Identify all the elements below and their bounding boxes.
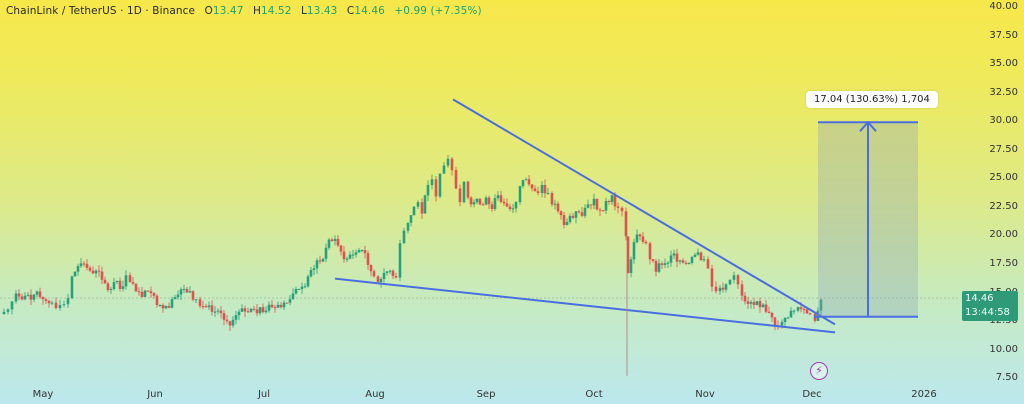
y-tick-label: 35.00	[989, 58, 1018, 70]
upper-wedge-line[interactable]	[452, 98, 836, 326]
symbol-legend[interactable]: ChainLink / TetherUS · 1D · Binance O13.…	[6, 5, 482, 17]
open-label: O	[204, 5, 213, 17]
high-label: H	[252, 5, 261, 17]
high-value: 14.52	[260, 5, 292, 17]
y-tick-label: 22.50	[989, 200, 1018, 212]
symbol-title: ChainLink / TetherUS · 1D · Binance	[6, 5, 196, 17]
low-value: 13.43	[306, 5, 338, 17]
y-tick-label: 25.00	[989, 172, 1018, 184]
x-tick-label: Dec	[802, 389, 822, 400]
y-tick-label: 37.50	[989, 29, 1018, 41]
bar-countdown: 13:44:58	[965, 307, 1010, 318]
y-tick-label: 32.50	[989, 86, 1018, 98]
y-tick-label: 20.00	[989, 229, 1018, 241]
arrow-up-icon	[859, 120, 877, 132]
x-tick-label: May	[32, 389, 54, 400]
drawings-layer[interactable]	[334, 98, 918, 376]
last-price-tag: 14.46 13:44:58	[962, 291, 1018, 321]
x-tick-label: Jul	[257, 389, 271, 400]
y-tick-label: 7.50	[995, 372, 1018, 384]
y-tick-label: 40.00	[989, 1, 1018, 12]
lower-wedge-line[interactable]	[334, 277, 836, 334]
last-price-value: 14.46	[965, 293, 994, 304]
y-tick-label: 17.50	[989, 257, 1018, 269]
y-tick-label: 27.50	[989, 143, 1018, 155]
lightning-event-icon[interactable]: ⚡	[810, 362, 828, 380]
x-tick-label: Jun	[147, 389, 163, 400]
candles-layer	[2, 155, 823, 332]
y-tick-label: 30.00	[989, 115, 1018, 127]
x-tick-label: Aug	[365, 389, 385, 400]
x-tick-label: Sep	[476, 389, 496, 400]
change-value: +0.99 (+7.35%)	[394, 5, 482, 17]
price-range-label: 17.04 (130.63%) 1,704	[806, 91, 938, 108]
y-tick-label: 10.00	[989, 343, 1018, 355]
low-label: L	[300, 5, 307, 17]
close-value: 14.46	[354, 5, 385, 17]
open-value: 13.47	[212, 5, 244, 17]
x-tick-label: 2026	[911, 389, 937, 400]
x-tick-label: Oct	[585, 389, 603, 400]
x-tick-label: Nov	[695, 389, 715, 400]
close-label: C	[346, 5, 355, 17]
